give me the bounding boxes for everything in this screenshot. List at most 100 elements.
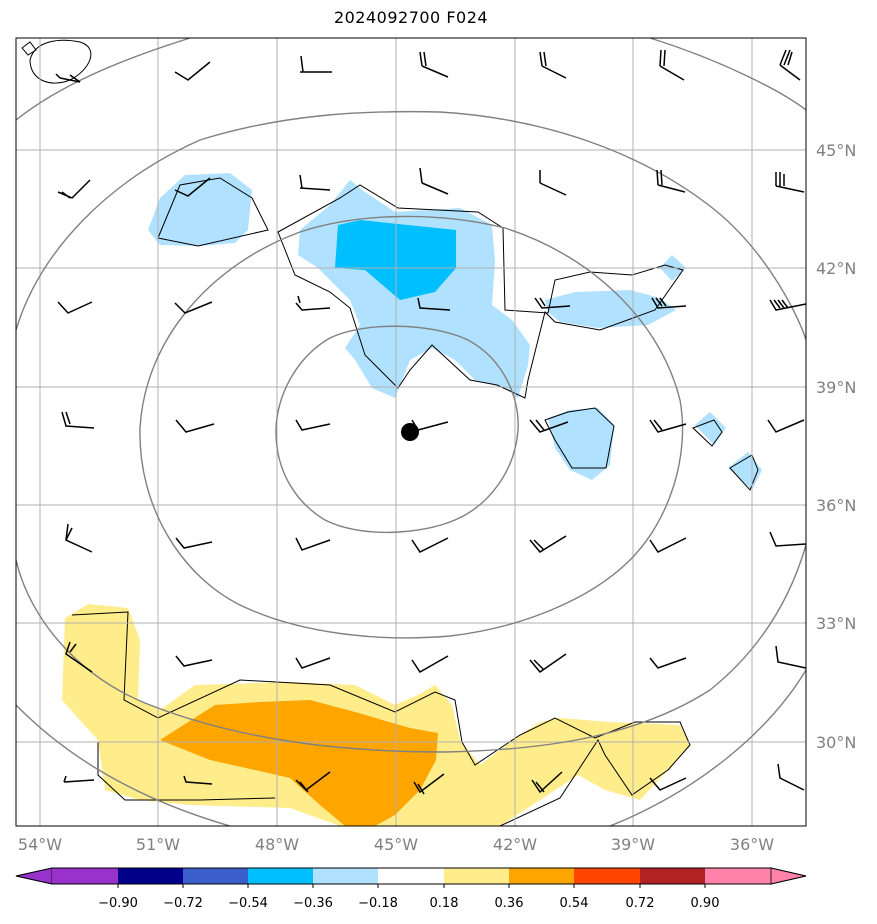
colorbar-bin [183,868,248,884]
colorbar-bin [378,868,444,884]
contour-southeast [544,407,615,469]
wind-barb [174,301,213,314]
wind-barb [295,771,331,793]
contour-e-2 [729,454,759,491]
map-area [16,38,806,826]
wind-barb [775,645,806,669]
storm-center-marker [401,423,419,441]
wind-barb [529,653,567,674]
colorbar-bin [248,868,313,884]
colorbar-bin [509,868,574,884]
wind-barb [417,297,451,311]
latitude-labels: 45°N 42°N 39°N 36°N 33°N 30°N [816,141,856,752]
wind-barb [175,419,215,433]
colorbar-bin [574,868,640,884]
wind-barb [419,167,449,195]
colorbar-tick-label: 0.54 [560,896,589,911]
wind-barb [61,411,95,429]
wind-barb [411,655,449,673]
wind-barb [174,61,211,81]
colorbar-tick-label: −0.18 [358,896,398,911]
wind-barb [649,419,687,433]
colorbar-bin [118,868,183,884]
lon-label: 54°W [18,835,62,854]
neg-region-small-1 [695,412,726,445]
ring-1 [275,325,519,534]
wind-barb [295,537,331,551]
colorbar-bin [313,868,378,884]
wind-barb [649,777,687,791]
positive-shading [62,604,690,826]
map-frame [15,37,807,827]
lat-label: 45°N [816,141,856,160]
wind-barb [651,297,687,309]
outline-contours [21,39,759,826]
ring-3 [16,110,806,753]
longitude-labels: 54°W 51°W 48°W 45°W 42°W 39°W 36°W [18,835,774,854]
contour-e-1 [692,419,723,447]
wind-barb [175,537,213,549]
wind-barb [767,419,805,433]
wind-barb [57,301,93,314]
map-title: 2024092700 F024 [333,8,489,27]
distance-rings [16,38,806,826]
lat-label: 36°N [816,496,856,515]
wind-barb [777,763,805,791]
ring-4 [16,38,806,826]
colorbar-bin [705,868,771,884]
wind-barb [300,55,332,73]
lon-label: 39°W [611,835,655,854]
wind-barb [649,657,687,669]
lon-label: 48°W [255,835,299,854]
wind-barb [775,172,805,193]
neg-region-northwest [148,173,252,246]
wind-barb [419,51,449,78]
wind-barb [529,535,567,553]
lat-label: 42°N [816,259,856,278]
wind-barb [65,641,93,673]
wind-barb [295,657,331,669]
wind-barb [656,169,686,193]
wind-barb [295,419,331,431]
colorbar-tick-label: −0.90 [98,896,138,911]
wind-barb [175,655,213,667]
wind-barb [57,179,91,199]
contour-central [277,184,684,399]
lon-label: 42°W [493,835,537,854]
colorbar-tick-label: 0.90 [691,896,720,911]
colorbar-tick-label: −0.54 [228,896,268,911]
wind-barb [779,49,801,81]
pos-region-yellow [62,604,690,826]
colorbar-tick-label: −0.36 [293,896,333,911]
wind-barb [174,177,211,197]
colorbar-tick-label: 0.18 [430,896,459,911]
pos-region-orange [160,700,438,826]
wind-barb [539,170,567,196]
colorbar-bin [640,868,705,884]
wind-barb [659,49,685,81]
contour-nw [157,177,269,247]
wind-barb [413,773,445,795]
neg-region-southeast [548,408,614,480]
colorbar-bin [52,868,118,884]
wind-barb [769,299,806,311]
wind-barb [63,775,95,783]
colorbar: −0.90 −0.72 −0.54 −0.36 −0.18 0.18 0.36 … [15,867,807,911]
colorbar-tick-label: 0.36 [495,896,524,911]
lat-label: 33°N [816,614,856,633]
wind-barb [55,73,81,83]
colorbar-tick-label: −0.72 [163,896,203,911]
wind-barb [539,51,567,79]
colorbar-tick-label: 0.72 [626,896,655,911]
colorbar-extend-high [770,867,807,885]
lat-label: 39°N [816,378,856,397]
contour-nw-corner [29,39,92,84]
wind-barbs [55,49,806,795]
colorbar-extend-low [15,867,53,885]
neg-region-east-band [545,290,676,328]
contour-south [71,611,691,826]
wind-barb [531,771,563,794]
colorbar-outline [15,867,807,885]
lat-label: 30°N [816,733,856,752]
